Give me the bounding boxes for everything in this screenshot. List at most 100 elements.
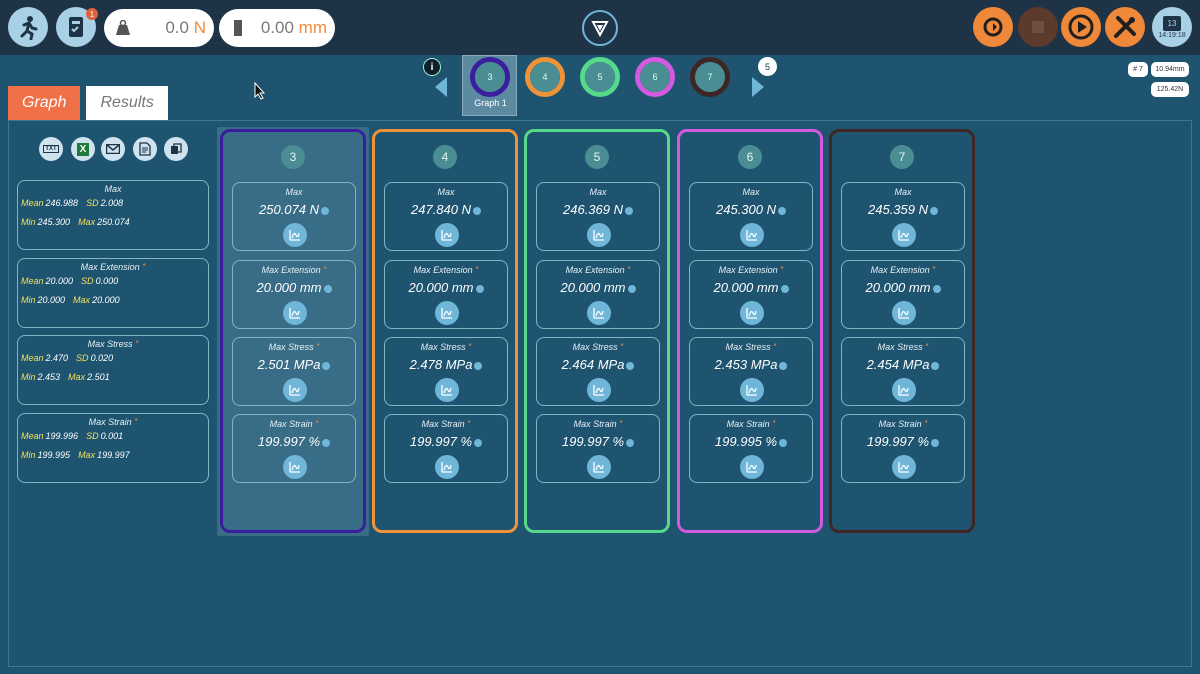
info-dot-icon[interactable] [779,361,788,370]
graph-tab-0[interactable]: 3 [470,57,510,97]
summary-row-mean: Mean 246.988 SD 2.008 [21,194,208,213]
info-dot-icon[interactable] [931,361,940,370]
result-value-text: 245.300 N [716,202,776,217]
chart-button[interactable] [283,223,307,247]
info-dot-icon[interactable] [473,206,481,215]
info-button[interactable]: i [423,58,441,76]
email-button[interactable] [101,137,125,161]
info-dot-icon[interactable] [778,206,786,215]
chart-button[interactable] [892,223,916,247]
result-title: Max Stress * [842,342,964,352]
info-dot-icon[interactable] [321,206,329,215]
chart-button[interactable] [587,301,611,325]
chart-button[interactable] [435,455,459,479]
chart-button[interactable] [283,455,307,479]
info-dot-icon[interactable] [626,361,635,370]
info-dot-icon[interactable] [475,284,484,293]
info-dot-icon[interactable] [930,206,938,215]
next-graph-arrow-icon[interactable] [751,76,765,98]
specimen-column-6[interactable]: 6 Max 245.300 N Max Extension * 20.000 mm Max… [677,129,823,533]
graph-tab-4[interactable]: 7 [690,57,730,97]
graph-tab-3[interactable]: 6 [635,57,675,97]
graph-tab-1[interactable]: 4 [525,57,565,97]
graph-tab-label: 7 [695,62,725,92]
summary-row-mean: Mean 2.470 SD 0.020 [21,349,208,368]
app-logo [582,10,618,46]
result-card: Max 246.369 N [536,182,660,251]
chart-button[interactable] [587,378,611,402]
max-label: Max [73,295,91,305]
exit-button[interactable] [8,7,48,47]
summary-row-mean: Mean 199.996 SD 0.001 [21,427,208,446]
specimen-column-5[interactable]: 5 Max 246.369 N Max Extension * 20.000 mm Max… [524,129,670,533]
info-dot-icon[interactable] [474,361,483,370]
result-card: Max Strain * 199.997 % [841,414,965,483]
start-button[interactable] [1061,7,1101,47]
result-value: 20.000 mm [385,280,507,295]
specimen-column-7[interactable]: 7 Max 245.359 N Max Extension * 20.000 mm Max… [829,129,975,533]
specimen-column-4[interactable]: 4 Max 247.840 N Max Extension * 20.000 mm Max… [372,129,518,533]
chart-button[interactable] [435,223,459,247]
specimen-column-3[interactable]: 3 Max 250.074 N Max Extension * 20.000 mm Max… [220,129,366,533]
info-dot-icon[interactable] [323,284,332,293]
settings-button[interactable] [1105,7,1145,47]
summary-box: Max Extension * Mean 20.000 SD 0.000 Min 20.00… [17,258,209,328]
chart-icon [898,230,909,241]
summary-star: * [134,417,138,426]
reset-button[interactable] [973,7,1013,47]
info-dot-icon[interactable] [625,206,633,215]
result-title: Max Extension * [537,265,659,275]
extension-unit: mm [298,18,327,37]
chart-button[interactable] [283,378,307,402]
calendar-button[interactable]: 13 14:19:18 [1152,7,1192,47]
info-dot-icon[interactable] [627,284,636,293]
result-value: 199.997 % [537,434,659,449]
copy-button[interactable] [164,137,188,161]
min-label: Min [21,450,36,460]
result-title: Max Strain * [690,419,812,429]
result-value-text: 20.000 mm [865,280,931,295]
result-star: * [627,265,631,274]
info-dot-icon[interactable] [780,284,789,293]
chart-button[interactable] [740,378,764,402]
chart-button[interactable] [892,455,916,479]
info-dot-icon[interactable] [932,284,941,293]
result-value-text: 199.997 % [409,434,473,449]
export-txt-button[interactable]: TXT [39,137,63,161]
mean-label: Mean [21,353,44,363]
sd-value: 2.008 [100,198,124,208]
previous-graph-arrow-icon[interactable] [434,76,448,98]
chart-button[interactable] [892,378,916,402]
info-dot-icon[interactable] [779,438,788,447]
tab-graph[interactable]: Graph [8,86,81,120]
info-dot-icon[interactable] [626,438,635,447]
chart-button[interactable] [435,301,459,325]
mean-label: Mean [21,198,44,208]
result-value-text: 246.369 N [563,202,623,217]
info-dot-icon[interactable] [322,438,331,447]
info-dot-icon[interactable] [322,361,331,370]
result-title-text: Max [894,187,912,197]
chart-button[interactable] [283,301,307,325]
chart-button[interactable] [435,378,459,402]
chart-button[interactable] [740,223,764,247]
chart-button[interactable] [892,301,916,325]
min-label: Min [21,217,36,227]
graph-count-badge: 5 [758,57,777,76]
chart-button[interactable] [740,455,764,479]
result-star: * [773,342,777,351]
chart-button[interactable] [587,455,611,479]
info-dot-icon[interactable] [474,438,483,447]
report-button[interactable] [133,137,157,161]
tab-results[interactable]: Results [86,86,168,120]
sd-label: SD [86,198,99,208]
graph-count: 5 [764,61,770,72]
chart-button[interactable] [587,223,611,247]
info-dot-icon[interactable] [931,438,940,447]
result-title: Max [842,187,964,197]
graph-tab-2[interactable]: 5 [580,57,620,97]
stop-button[interactable] [1018,7,1058,47]
min-value: 245.300 [37,217,71,227]
chart-button[interactable] [740,301,764,325]
export-excel-button[interactable]: X [71,137,95,161]
